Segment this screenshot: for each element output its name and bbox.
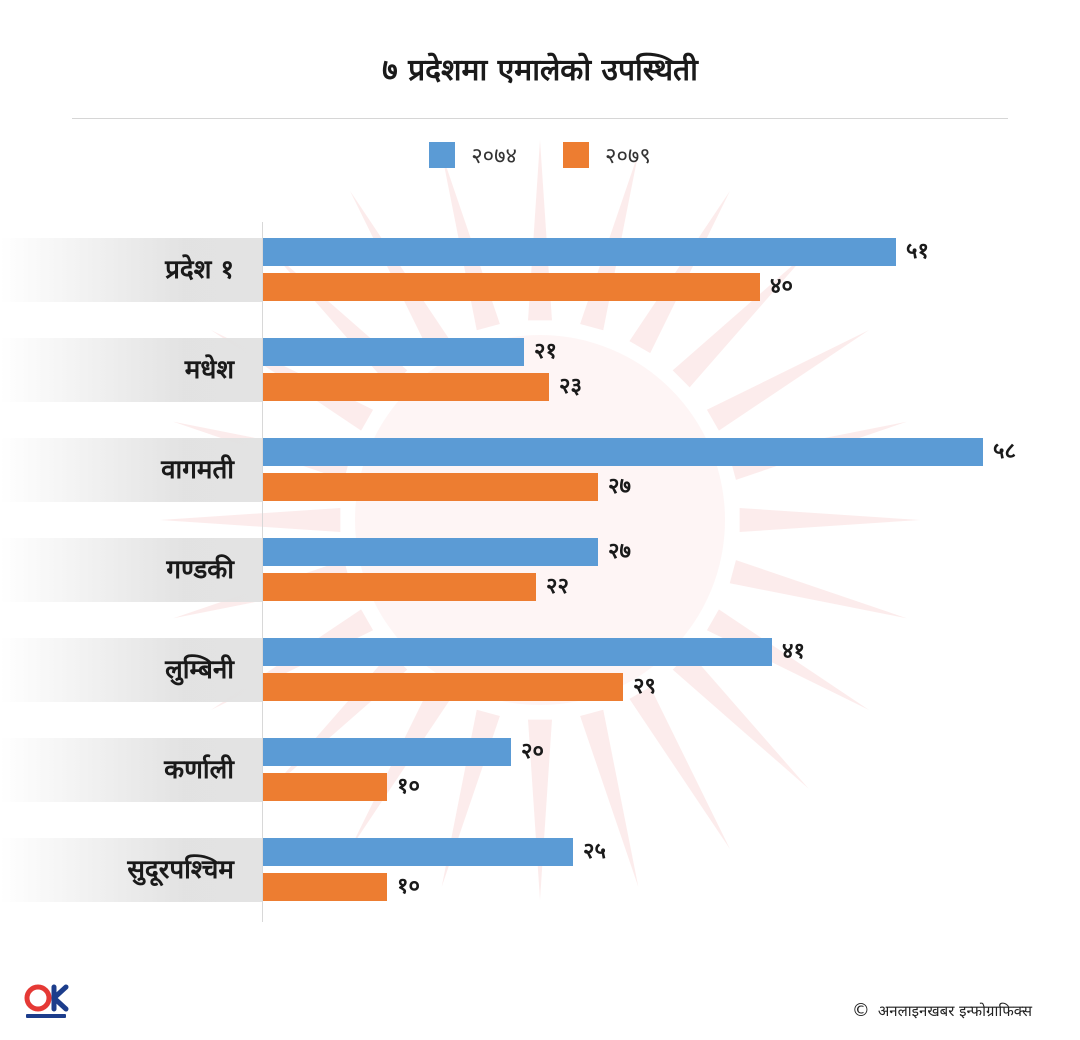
category-label: सुदूरपश्चिम: [127, 855, 234, 885]
legend-label-series-2: २०७९: [605, 144, 651, 169]
bar-series-2: [263, 273, 760, 301]
bar-series-2: [263, 873, 387, 901]
bar-series-1: [263, 338, 524, 366]
category-band: सुदूरपश्चिम: [0, 838, 262, 902]
data-label: २२: [546, 574, 569, 599]
copyright-icon: ©: [851, 1000, 870, 1021]
category-label: कर्णाली: [164, 755, 234, 785]
data-label: २९: [633, 674, 656, 699]
data-label: १०: [397, 774, 420, 799]
data-label: २५: [583, 839, 606, 864]
bar-series-1: [263, 638, 772, 666]
category-band: कर्णाली: [0, 738, 262, 802]
copyright-notice: © अनलाइनखबर इन्फोग्राफिक्स: [852, 1000, 1032, 1021]
bar-series-1: [263, 238, 896, 266]
category-label: प्रदेश १: [165, 255, 234, 285]
data-label: २०: [521, 739, 544, 764]
category-label: मधेश: [184, 355, 234, 385]
bar-series-2: [263, 573, 536, 601]
data-label: १०: [397, 874, 420, 899]
category-band: प्रदेश १: [0, 238, 262, 302]
data-label: ५८: [993, 439, 1016, 464]
bar-series-2: [263, 773, 387, 801]
category-band: वागमती: [0, 438, 262, 502]
onlinekhabar-logo: [24, 984, 69, 1018]
legend-item-series-2: २०७९: [563, 140, 651, 170]
title-divider: [72, 118, 1008, 119]
copyright-text: अनलाइनखबर इन्फोग्राफिक्स: [877, 1001, 1032, 1020]
category-label: वागमती: [161, 455, 234, 485]
data-label: २१: [534, 339, 557, 364]
bar-series-1: [263, 838, 573, 866]
bar-series-2: [263, 373, 549, 401]
data-label: ४०: [770, 274, 793, 299]
data-label: २३: [559, 374, 582, 399]
legend-item-series-1: २०७४: [429, 140, 517, 170]
bar-series-1: [263, 438, 983, 466]
category-label: गण्डकी: [166, 555, 234, 585]
bar-series-1: [263, 738, 511, 766]
data-label: २७: [608, 474, 631, 499]
category-band: मधेश: [0, 338, 262, 402]
data-label: ४१: [782, 639, 805, 664]
category-label: लुम्बिनी: [165, 655, 234, 685]
bar-series-2: [263, 473, 598, 501]
legend: २०७४ २०७९: [0, 140, 1080, 170]
category-axis-line: [262, 222, 263, 922]
bar-series-1: [263, 538, 598, 566]
chart-title: ७ प्रदेशमा एमालेको उपस्थिती: [382, 53, 698, 88]
data-label: २७: [608, 539, 631, 564]
legend-label-series-1: २०७४: [471, 144, 517, 169]
data-label: ५१: [906, 239, 929, 264]
legend-swatch-series-2: [563, 142, 589, 168]
category-band: लुम्बिनी: [0, 638, 262, 702]
category-band: गण्डकी: [0, 538, 262, 602]
legend-swatch-series-1: [429, 142, 456, 168]
bar-series-2: [263, 673, 623, 701]
